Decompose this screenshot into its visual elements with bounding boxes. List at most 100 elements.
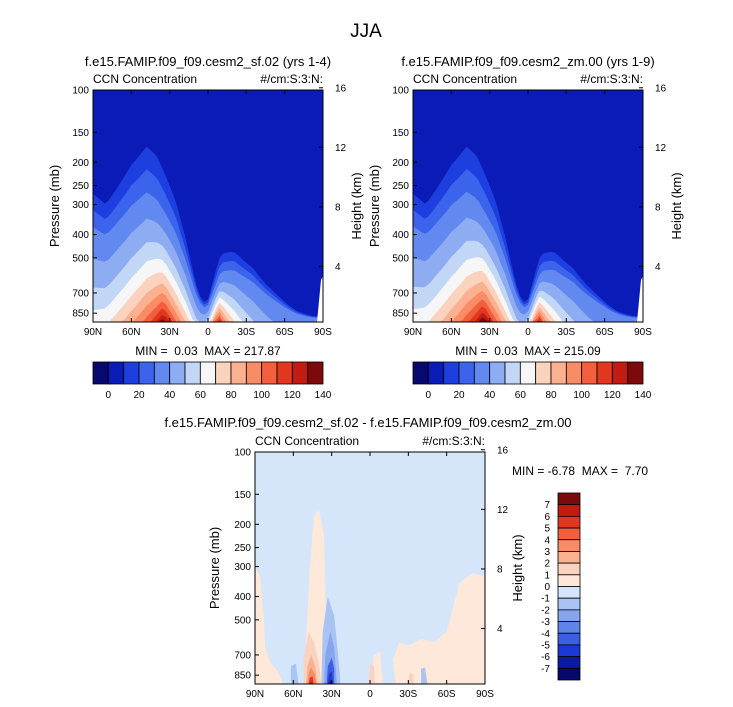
colorbar-label: 120 bbox=[604, 390, 621, 401]
colorbar-label: 7 bbox=[544, 500, 550, 511]
contour-field bbox=[413, 90, 643, 322]
x-tick-label: 90S bbox=[634, 327, 652, 338]
y-tick-label: 200 bbox=[72, 158, 89, 169]
x-tick-label: 60N bbox=[284, 689, 302, 700]
colorbar-swatch bbox=[557, 632, 581, 646]
x-tick-label: 90N bbox=[404, 327, 422, 338]
y-tick-label: 200 bbox=[392, 158, 409, 169]
colorbar-label: 100 bbox=[253, 390, 270, 401]
y-tick-label: 100 bbox=[392, 86, 409, 97]
colorbar-swatch bbox=[92, 361, 109, 385]
colorbar-label: -7 bbox=[541, 664, 550, 675]
colorbar-swatch bbox=[557, 539, 581, 552]
units-label: #/cm:S:3:N: bbox=[580, 72, 643, 86]
y-tick-label: 300 bbox=[234, 562, 251, 573]
contour-field bbox=[93, 90, 323, 322]
y-tick-label: 400 bbox=[72, 230, 89, 241]
y-axis-label: Pressure (mb) bbox=[47, 165, 62, 247]
panel-title: f.e15.FAMIP.f09_f09.cesm2_sf.02 - f.e15.… bbox=[164, 415, 571, 430]
colorbar: 0 20 40 60 80 100 120 140 bbox=[412, 361, 652, 401]
colorbar-label: 80 bbox=[545, 390, 557, 401]
y-tick-label: 150 bbox=[392, 128, 409, 139]
colorbar-swatch bbox=[535, 361, 552, 385]
colorbar-swatch bbox=[557, 586, 581, 599]
y2-tick-label: 8 bbox=[655, 202, 661, 213]
y-tick-label: 700 bbox=[234, 650, 251, 661]
y2-tick-label: 16 bbox=[497, 445, 509, 456]
x-tick-label: 30S bbox=[237, 327, 255, 338]
colorbar-swatch bbox=[557, 492, 581, 506]
colorbar-label: 100 bbox=[573, 390, 590, 401]
colorbar-label: 40 bbox=[484, 390, 496, 401]
y-tick-label: 850 bbox=[392, 309, 409, 320]
y-tick-label: 250 bbox=[234, 543, 251, 554]
colorbar-swatch bbox=[557, 515, 581, 529]
colorbar-swatch bbox=[138, 361, 155, 385]
y-tick-label: 500 bbox=[234, 615, 251, 626]
x-tick-label: 30S bbox=[557, 327, 575, 338]
colorbar-label: 80 bbox=[225, 390, 237, 401]
colorbar-label: -4 bbox=[541, 629, 550, 640]
y2-axis-label: Height (km) bbox=[669, 172, 684, 239]
variable-label: CCN Concentration bbox=[93, 72, 197, 86]
y-axis-label: Pressure (mb) bbox=[367, 165, 382, 247]
x-tick-label: 90S bbox=[314, 327, 332, 338]
colorbar-swatch bbox=[184, 361, 201, 385]
axes: 90N 60N 30N 0 30S 60S 90S 100 150 200 250 300 400 500… bbox=[392, 83, 666, 338]
min-max-stats: MIN = 0.03 MAX = 217.87 bbox=[135, 344, 281, 358]
y-tick-label: 850 bbox=[234, 671, 251, 682]
x-tick-label: 30N bbox=[160, 327, 178, 338]
y-tick-label: 500 bbox=[72, 253, 89, 264]
min-max-stats: MIN = 0.03 MAX = 215.09 bbox=[455, 344, 601, 358]
y2-tick-label: 4 bbox=[335, 262, 341, 273]
y-tick-label: 300 bbox=[392, 200, 409, 211]
x-tick-label: 60S bbox=[438, 689, 456, 700]
y2-tick-label: 8 bbox=[335, 202, 341, 213]
variable-label: CCN Concentration bbox=[255, 434, 359, 448]
colorbar-label: 40 bbox=[164, 390, 176, 401]
colorbar: 0 20 40 60 80 100 120 140 bbox=[92, 361, 332, 401]
y2-tick-label: 8 bbox=[497, 564, 503, 575]
colorbar-swatch bbox=[427, 361, 445, 385]
y-tick-label: 150 bbox=[72, 128, 89, 139]
colorbar-label: 0 bbox=[106, 390, 112, 401]
x-tick-label: 0 bbox=[367, 689, 373, 700]
y2-tick-label: 12 bbox=[655, 143, 667, 154]
colorbar-label: 120 bbox=[284, 390, 301, 401]
panel-title: f.e15.FAMIP.f09_f09.cesm2_zm.00 (yrs 1-9… bbox=[401, 54, 654, 69]
colorbar-swatch bbox=[123, 361, 140, 385]
y-axis-label: Pressure (mb) bbox=[207, 527, 222, 609]
colorbar-swatch bbox=[557, 562, 581, 576]
x-tick-label: 30N bbox=[322, 689, 340, 700]
colorbar-swatch bbox=[557, 644, 581, 658]
colorbar-label: 140 bbox=[315, 390, 332, 401]
colorbar-swatch bbox=[153, 361, 171, 385]
colorbar-swatch bbox=[596, 361, 613, 385]
y-tick-label: 100 bbox=[72, 86, 89, 97]
y-tick-label: 300 bbox=[72, 200, 89, 211]
panel-sf02: f.e15.FAMIP.f09_f09.cesm2_sf.02 (yrs 1-4… bbox=[47, 54, 364, 401]
colorbar-swatch bbox=[627, 361, 644, 385]
panel-difference: f.e15.FAMIP.f09_f09.cesm2_sf.02 - f.e15.… bbox=[164, 415, 648, 700]
y2-axis-label: Height (km) bbox=[510, 534, 525, 601]
colorbar-swatch bbox=[557, 621, 581, 634]
colorbar-swatch bbox=[557, 667, 581, 681]
y2-tick-label: 12 bbox=[335, 143, 347, 154]
colorbar-swatch bbox=[565, 361, 583, 385]
colorbar-swatch bbox=[276, 361, 293, 385]
contour-field bbox=[255, 452, 485, 684]
colorbar-label: 20 bbox=[453, 390, 465, 401]
y2-tick-label: 4 bbox=[497, 624, 503, 635]
variable-label: CCN Concentration bbox=[413, 72, 517, 86]
x-tick-label: 90N bbox=[84, 327, 102, 338]
y-tick-label: 400 bbox=[234, 592, 251, 603]
y-tick-label: 250 bbox=[392, 181, 409, 192]
colorbar-label: -3 bbox=[541, 617, 550, 628]
colorbar-label: 6 bbox=[544, 512, 550, 523]
colorbar-swatch bbox=[215, 361, 232, 385]
colorbar-swatch bbox=[611, 361, 629, 385]
y-tick-label: 700 bbox=[72, 288, 89, 299]
y-tick-label: 400 bbox=[392, 230, 409, 241]
